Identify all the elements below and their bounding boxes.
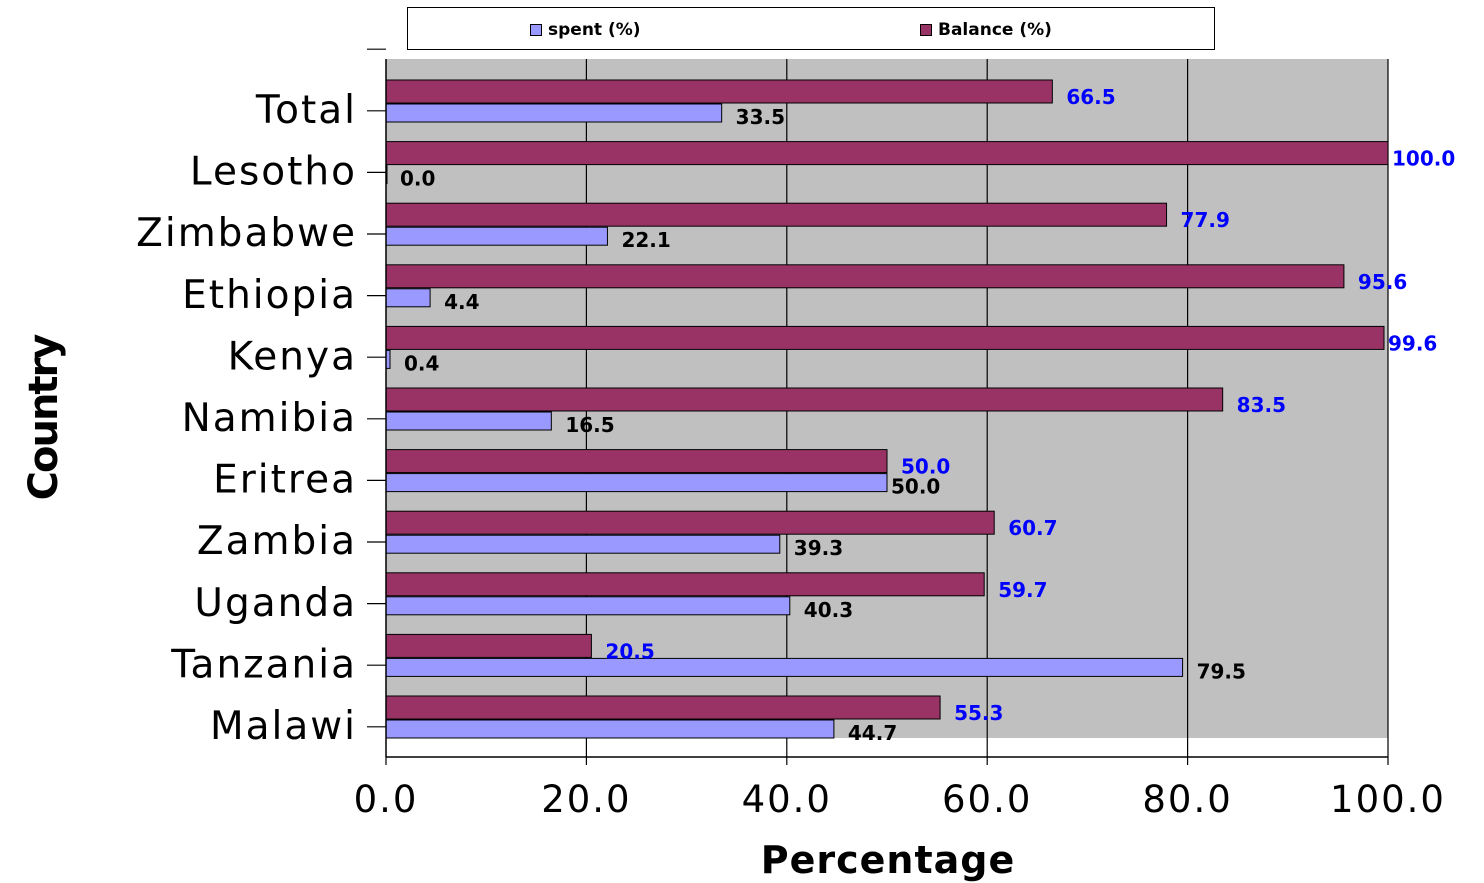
- data-label-balance: 99.6: [1388, 331, 1437, 355]
- data-label-balance: 20.5: [605, 639, 654, 663]
- bar-balance: [385, 387, 1224, 412]
- legend-item-balance: Balance (%): [920, 20, 1052, 40]
- data-label-spent: 50.0: [891, 475, 940, 499]
- x-tick-label: 40.0: [742, 778, 832, 821]
- category-label: Zambia: [197, 519, 357, 564]
- bar-balance: [385, 695, 941, 720]
- data-label-spent: 0.0: [400, 167, 435, 191]
- data-label-balance: 60.7: [1008, 516, 1057, 540]
- bar-balance: [385, 510, 995, 535]
- bar-spent: [385, 288, 431, 308]
- data-label-spent: 39.3: [794, 536, 843, 560]
- x-axis-title: Percentage: [760, 838, 1016, 882]
- category-label: Total: [255, 88, 357, 133]
- data-label-spent: 22.1: [621, 228, 670, 252]
- data-label-spent: 79.5: [1197, 659, 1246, 683]
- bar-spent: [385, 226, 608, 246]
- x-tick-label: 60.0: [942, 778, 1032, 821]
- bar-spent: [385, 657, 1184, 677]
- bar-spent: [385, 103, 723, 123]
- bar-balance: [385, 572, 985, 597]
- bars: [385, 79, 1389, 739]
- category-label: Zimbabwe: [136, 211, 357, 256]
- category-label: Namibia: [182, 396, 357, 441]
- data-label-spent: 16.5: [565, 413, 614, 437]
- data-label-balance: 50.0: [901, 455, 950, 479]
- bar-spent: [385, 534, 781, 554]
- axes: [367, 48, 1389, 765]
- tick-labels: 0.0 20.0 40.0 60.0 80.0 100.0: [354, 778, 1446, 821]
- category-labels: Total Lesotho Zimbabwe Ethiopia Kenya Namibia…: [136, 88, 357, 749]
- y-axis-title: Country: [21, 335, 67, 501]
- bar-spent: [385, 719, 835, 739]
- category-label: Uganda: [194, 581, 357, 626]
- bar-balance: [385, 79, 1053, 104]
- data-label-balance: 83.5: [1237, 393, 1286, 417]
- x-tick-label: 80.0: [1142, 778, 1232, 821]
- bar-balance: [385, 264, 1345, 289]
- data-label-spent: 40.3: [804, 598, 853, 622]
- category-label: Malawi: [210, 704, 357, 749]
- data-label-balance: 66.5: [1066, 85, 1115, 109]
- bar-balance: [385, 633, 592, 658]
- bar-balance: [385, 202, 1168, 227]
- bar-spent: [385, 596, 791, 616]
- category-label: Eritrea: [213, 458, 357, 503]
- data-label-balance: 55.3: [954, 701, 1003, 725]
- x-tick-label: 0.0: [354, 778, 419, 821]
- bar-balance: [385, 449, 888, 474]
- bar-balance: [385, 325, 1385, 350]
- category-label: Tanzania: [170, 642, 357, 687]
- data-label-balance: 59.7: [998, 578, 1047, 602]
- bar-balance: [385, 141, 1389, 166]
- data-label-spent: 0.4: [404, 351, 439, 375]
- legend: spent (%) Balance (%): [407, 7, 1215, 50]
- data-label-spent: 44.7: [848, 721, 897, 745]
- legend-label-spent: spent (%): [548, 20, 641, 40]
- legend-swatch-spent: [530, 24, 542, 36]
- data-label-balance: 95.6: [1358, 270, 1407, 294]
- legend-label-balance: Balance (%): [938, 20, 1052, 40]
- legend-swatch-balance: [920, 24, 932, 36]
- x-tick-label: 100.0: [1330, 778, 1446, 821]
- legend-item-spent: spent (%): [530, 20, 641, 40]
- data-label-spent: 33.5: [736, 105, 785, 129]
- data-label-balance: 77.9: [1181, 208, 1230, 232]
- x-tick-label: 20.0: [541, 778, 631, 821]
- category-label: Ethiopia: [182, 273, 357, 318]
- bar-spent: [385, 411, 552, 431]
- category-label: Lesotho: [190, 150, 357, 195]
- data-labels: 66.5 33.5 100.0 0.0 77.9 22.1 95.6 4.4 99.6 0.4 83…: [400, 85, 1455, 745]
- category-label: Kenya: [228, 334, 357, 379]
- data-label-spent: 4.4: [444, 290, 479, 314]
- bar-spent: [385, 473, 888, 493]
- data-label-balance: 100.0: [1392, 147, 1455, 171]
